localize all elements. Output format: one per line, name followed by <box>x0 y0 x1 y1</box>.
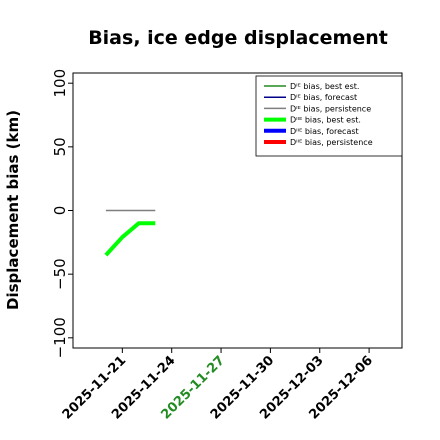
y-axis-ticks: 100 50 0 −50 −100 <box>51 69 73 358</box>
chart-title: Bias, ice edge displacement <box>88 27 388 49</box>
y-tick-label: 0 <box>51 206 69 216</box>
legend-entry: Dᴵᴱ bias, best est. <box>290 82 359 91</box>
series-line-3 <box>104 221 156 257</box>
legend-entry: Dᴵᴵᴱ bias, forecast <box>290 127 359 136</box>
x-axis-ticks: 2025-11-212025-11-242025-11-272025-11-30… <box>60 348 376 423</box>
legend-entry: Dᴵᴵᴱ bias, persistence <box>290 138 373 147</box>
y-tick-label: −50 <box>51 258 69 290</box>
plot-series-group <box>104 209 156 257</box>
y-tick-label: 50 <box>51 137 69 156</box>
legend-entry: Dᴵᴵᴱ bias, best est. <box>290 116 361 125</box>
y-tick-label: −100 <box>51 317 69 358</box>
y-axis-label: Displacement bias (km) <box>4 110 22 310</box>
legend-entry: Dᴵᴱ bias, persistence <box>290 104 371 113</box>
y-tick-label: 100 <box>51 69 69 98</box>
legend-entry: Dᴵᴱ bias, forecast <box>290 93 357 102</box>
legend: Dᴵᴱ bias, best est. Dᴵᴱ bias, forecast Dᴵᴱ… <box>255 75 403 157</box>
